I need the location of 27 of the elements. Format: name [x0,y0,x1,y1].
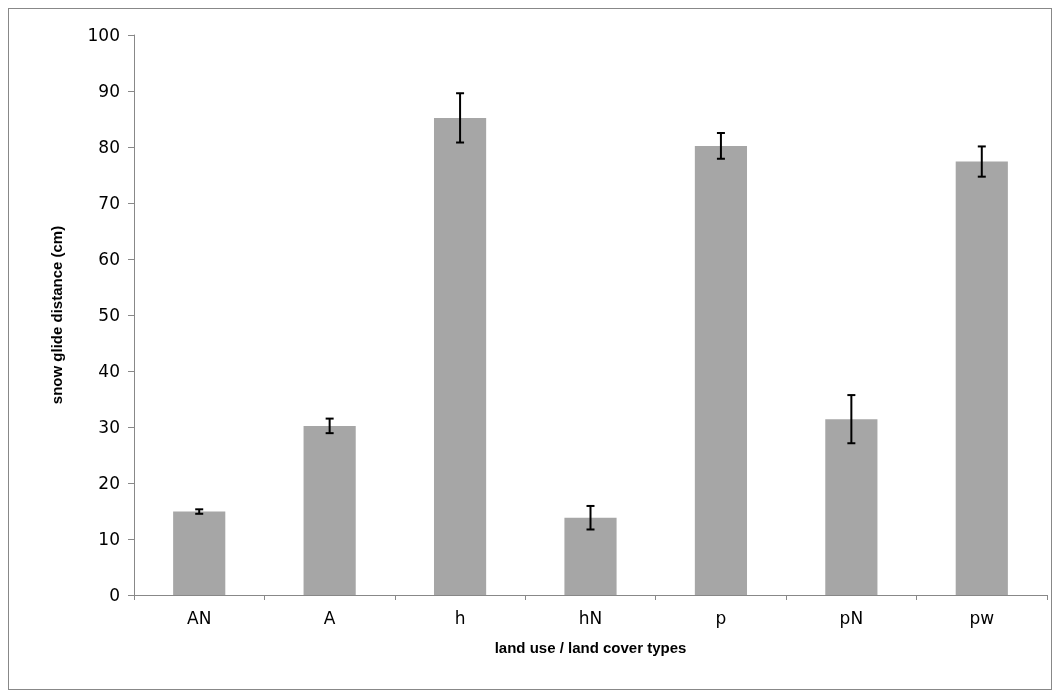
x-tick-label: AN [187,607,212,628]
x-tick-label: A [323,607,336,628]
x-tick-label: pw [969,607,995,628]
bar [825,419,878,595]
y-tick-label: 50 [98,305,120,325]
x-axis-title: land use / land cover types [494,639,687,656]
y-tick-label: 20 [98,473,120,493]
y-tick-label: 30 [98,417,120,437]
y-tick-label: 80 [98,137,120,157]
bar [173,511,226,595]
y-tick-label: 90 [98,81,120,101]
bar [303,425,356,595]
bar [433,117,487,595]
bar [955,161,1008,595]
y-tick-label: 100 [87,25,120,45]
y-tick-label: 0 [109,585,120,605]
y-tick-label: 70 [98,193,120,213]
x-tick-label: h [454,607,466,628]
x-tick-label: p [715,607,727,628]
y-tick-label: 10 [98,529,120,549]
x-tick-label: hN [578,607,603,628]
y-tick-label: 40 [98,361,120,381]
bar [564,517,617,595]
y-tick-label: 60 [98,249,120,269]
bar [694,145,748,595]
x-tick-label: pN [839,607,864,628]
y-axis-title: snow glide distance (cm) [48,225,65,405]
